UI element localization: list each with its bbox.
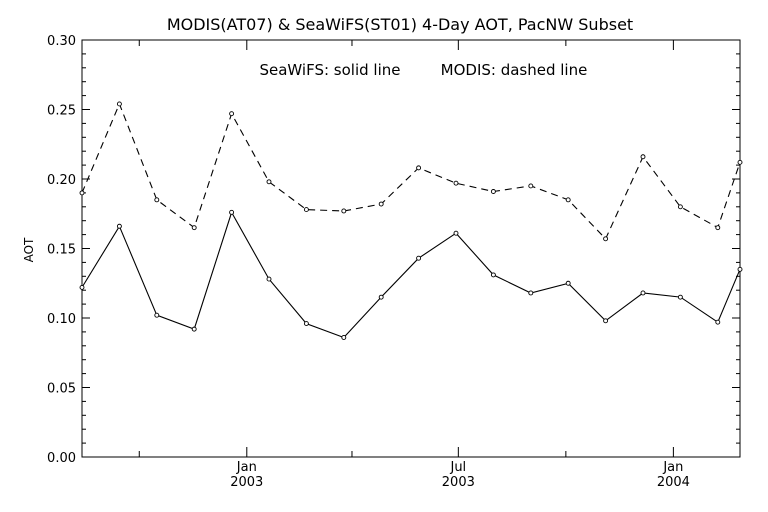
y-tick-label: 0.10 [47,312,76,327]
seawifs-point [453,230,459,236]
modis-point [303,207,309,213]
seawifs-point [266,276,272,282]
plot-frame [81,39,741,458]
modis-point [154,197,160,203]
y-tick-label: 0.15 [47,243,76,258]
x-tick-label-month: Jul [449,460,466,475]
seawifs-point [341,335,347,340]
y-tick-label: 0.05 [47,382,76,397]
seawifs-point [378,294,384,300]
modis-point [416,165,422,171]
seawifs-annotation: SeaWiFS: solid line [259,61,400,79]
modis-series-line [81,102,741,240]
modis-point [715,225,721,231]
modis-point [737,159,743,165]
seawifs-point [490,272,496,278]
seawifs-point [191,326,197,332]
y-tick-label: 0.20 [47,173,76,188]
seawifs-point [640,290,646,296]
y-axis-label: AOT [22,237,36,262]
modis-annotation: MODIS: dashed line [441,61,588,79]
seawifs-point [79,284,85,290]
seawifs-point [116,223,122,229]
seawifs-point [528,290,534,296]
seawifs-point [416,255,422,261]
y-tick-label: 0.25 [47,104,76,119]
modis-point [528,183,534,189]
seawifs-point [677,294,683,300]
modis-point [341,208,347,214]
x-tick-label-month: Jan [236,460,257,475]
chart-title: MODIS(AT07) & SeaWiFS(ST01) 4-Day AOT, P… [167,15,633,34]
modis-point [490,189,496,194]
seawifs-point [715,319,721,325]
y-tick-label: 0.30 [47,34,76,49]
seawifs-point [603,318,609,324]
modis-point [677,204,683,210]
modis-point [453,180,459,186]
seawifs-point [737,266,743,272]
seawifs-point [303,321,309,327]
modis-point [640,154,646,160]
x-tick-label-month: Jan [662,460,683,475]
modis-point [229,111,235,117]
seawifs-point [154,312,160,318]
modis-point [378,201,384,207]
modis-point [266,179,272,185]
modis-point [603,236,609,242]
seawifs-series-line [81,211,741,339]
y-tick-label: 0.00 [47,451,76,466]
seawifs-point [565,280,571,286]
x-tick-label-year: 2003 [230,475,263,490]
modis-point [191,225,197,231]
modis-point [79,190,85,196]
x-tick-label-year: 2004 [657,475,690,490]
y-axis: 0.00 0.05 0.10 0.15 0.20 0.25 0.30 [47,34,740,466]
modis-point [565,197,571,203]
x-tick-label-year: 2003 [442,475,475,490]
seawifs-point [229,209,235,215]
modis-point [116,101,122,107]
series-layer [79,101,743,340]
